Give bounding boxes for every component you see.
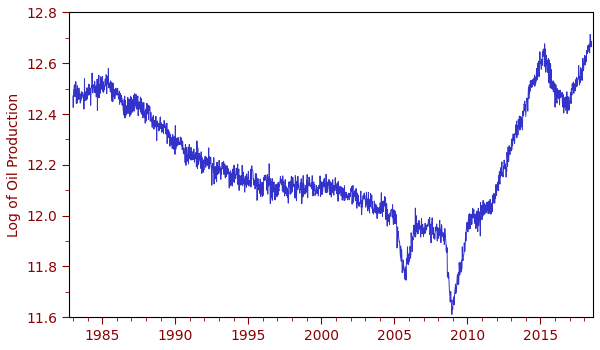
Y-axis label: Log of Oil Production: Log of Oil Production bbox=[7, 93, 21, 237]
